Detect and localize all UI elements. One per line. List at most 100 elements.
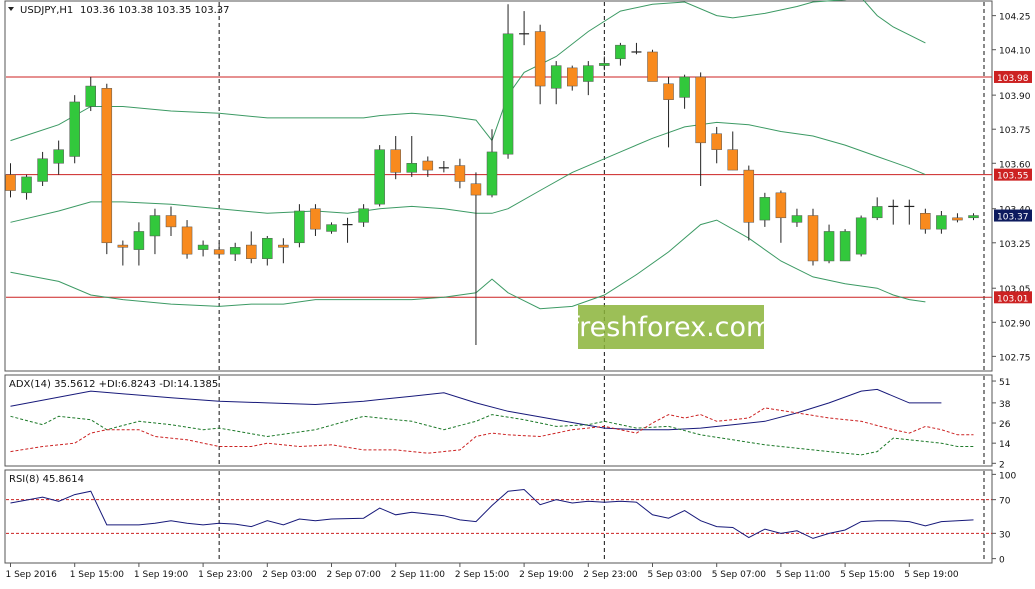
candle[interactable] (53, 140, 64, 175)
bearish-candle-body (743, 169, 755, 223)
candle[interactable] (888, 199, 899, 225)
candle[interactable] (406, 136, 417, 177)
bearish-candle-body (920, 213, 931, 230)
candle[interactable] (278, 238, 289, 264)
price-tick-label: 103.90 (999, 92, 1031, 102)
bearish-candle-body (213, 249, 225, 255)
candle[interactable] (69, 95, 80, 164)
adx-tick-label: 14 (999, 440, 1011, 450)
time-tick-label: 1 Sep 23:00 (198, 570, 253, 580)
level-price-label: 103.98 (997, 74, 1029, 84)
candle[interactable] (5, 163, 16, 198)
candle[interactable] (968, 213, 979, 221)
candle[interactable] (390, 136, 401, 180)
bullish-candle-body (262, 237, 273, 259)
adx-tick-label: 38 (999, 400, 1011, 410)
level-price-label: 103.55 (997, 172, 1029, 182)
bearish-candle-body (117, 244, 129, 248)
bearish-candle-body (5, 174, 16, 191)
candle[interactable] (213, 242, 225, 259)
candle[interactable] (807, 208, 819, 266)
bearish-candle-body (647, 51, 658, 82)
candle[interactable] (775, 190, 787, 243)
candle[interactable] (438, 161, 449, 173)
candle[interactable] (904, 199, 915, 225)
watermark-logo-text: freshforex.com (570, 312, 773, 343)
candle[interactable] (85, 76, 96, 112)
candle[interactable] (647, 49, 658, 82)
bearish-candle-body (165, 215, 177, 228)
candle[interactable] (502, 4, 514, 159)
candle[interactable] (262, 235, 273, 266)
candle[interactable] (486, 129, 498, 198)
time-tick-label: 5 Sep 11:00 (776, 570, 831, 580)
bearish-candle-body (422, 160, 434, 171)
candle[interactable] (454, 158, 466, 189)
candle[interactable] (663, 76, 674, 148)
candle[interactable] (470, 172, 482, 346)
adx-panel[interactable]: 51 38 26 14 2 ADX(14) 35.5612 +DI:6.8243 -DI… (4, 374, 1011, 470)
candle[interactable] (534, 24, 546, 105)
candle[interactable] (952, 213, 963, 223)
candle[interactable] (711, 126, 722, 164)
adx-tick-label: 26 (999, 420, 1011, 430)
candle[interactable] (358, 204, 369, 227)
candle[interactable] (679, 74, 690, 109)
candle[interactable] (310, 204, 321, 236)
bullish-candle-body (133, 231, 145, 250)
candle[interactable] (871, 197, 883, 221)
candle[interactable] (101, 83, 113, 255)
time-tick-label: 5 Sep 07:00 (712, 570, 767, 580)
candle[interactable] (727, 131, 738, 171)
candle[interactable] (197, 240, 209, 257)
candle[interactable] (615, 42, 626, 66)
candle[interactable] (117, 240, 129, 266)
bullish-candle-body (149, 215, 161, 237)
collapse-arrow-icon[interactable] (8, 7, 14, 11)
candle[interactable] (855, 215, 867, 257)
candle[interactable] (519, 11, 530, 46)
candle[interactable] (342, 217, 353, 243)
candle[interactable] (229, 242, 241, 261)
candle[interactable] (631, 42, 642, 55)
candle[interactable] (583, 61, 594, 96)
candle[interactable] (823, 224, 835, 264)
candle[interactable] (599, 56, 610, 71)
candle[interactable] (37, 151, 48, 186)
time-tick-label: 1 Sep 15:00 (70, 570, 125, 580)
level-price-marker (994, 70, 1032, 83)
candle[interactable] (550, 61, 562, 105)
adx-series-adx (10, 388, 942, 431)
candle[interactable] (743, 165, 755, 241)
candle[interactable] (791, 208, 803, 227)
bearish-candle-body (470, 183, 482, 196)
candle[interactable] (181, 220, 193, 259)
candle[interactable] (759, 192, 771, 227)
time-tick-label: 2 Sep 07:00 (327, 570, 382, 580)
candle[interactable] (839, 229, 851, 262)
time-tick-label: 2 Sep 23:00 (583, 570, 638, 580)
candle[interactable] (294, 204, 305, 248)
adx-tick-label: 2 (999, 460, 1005, 470)
price-tick-label: 102.90 (999, 319, 1031, 329)
rsi-panel[interactable]: 100 70 30 0 RSI(8) 45.8614 (4, 469, 1016, 566)
candle[interactable] (422, 156, 434, 177)
price-panel[interactable]: 104.25104.10103.90103.75103.60103.40103.… (4, 0, 1032, 372)
level-price-label: 103.01 (997, 294, 1029, 304)
candle[interactable] (920, 208, 931, 234)
bullish-candle-body (229, 247, 241, 255)
candle[interactable] (567, 65, 578, 91)
candle[interactable] (165, 206, 177, 236)
candle[interactable] (326, 222, 337, 234)
bullish-candle-body (615, 44, 626, 60)
candle[interactable] (21, 174, 32, 200)
candle[interactable] (246, 231, 257, 264)
candle[interactable] (695, 72, 706, 186)
candle[interactable] (133, 222, 145, 266)
current-price-marker (994, 209, 1032, 222)
candle[interactable] (936, 210, 947, 234)
candle[interactable] (374, 145, 385, 207)
candle[interactable] (149, 208, 161, 255)
